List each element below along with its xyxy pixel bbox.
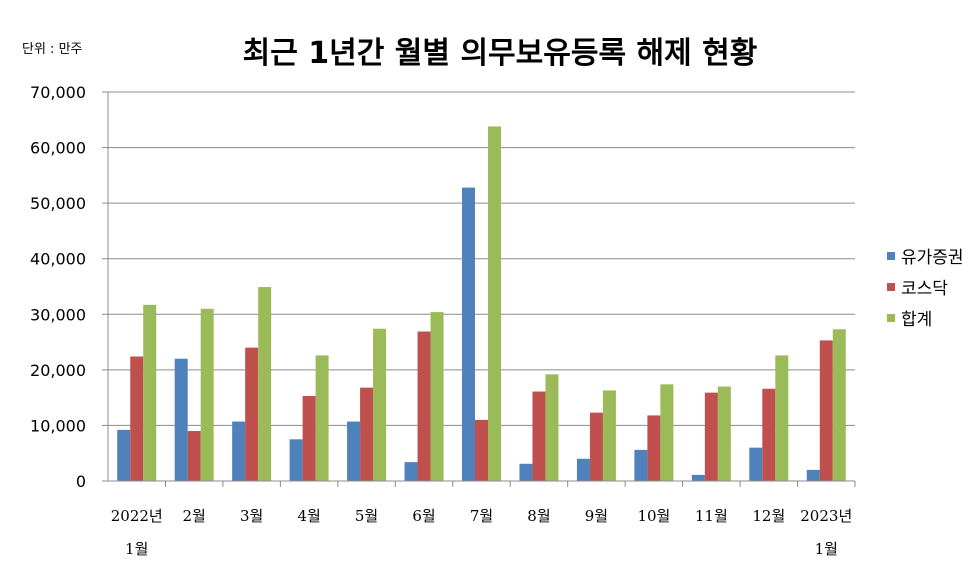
x-tick-label: 8월 xyxy=(527,507,550,525)
bar xyxy=(762,388,776,481)
bar xyxy=(660,384,674,481)
y-tick-label: 70,000 xyxy=(30,83,86,102)
x-tick-label: 11월 xyxy=(695,507,728,525)
bar xyxy=(576,458,590,481)
x-tick-label: 5월 xyxy=(355,507,378,525)
bar xyxy=(430,312,444,481)
bar xyxy=(488,126,501,481)
y-tick-label: 60,000 xyxy=(30,139,86,158)
x-tick-label: 1월 xyxy=(815,540,838,558)
bar xyxy=(749,447,763,481)
y-tick-label: 0 xyxy=(76,472,86,491)
y-tick-label: 10,000 xyxy=(30,416,86,435)
bar xyxy=(360,387,374,481)
bar xyxy=(404,462,418,481)
bar xyxy=(832,329,846,481)
x-tick-label: 3월 xyxy=(240,507,263,525)
unit-note: 단위 : 만주 xyxy=(22,42,83,57)
y-tick-label: 20,000 xyxy=(30,361,86,380)
bar xyxy=(258,287,272,481)
bar xyxy=(417,331,431,481)
bar xyxy=(589,412,603,481)
bar xyxy=(819,340,833,481)
x-tick-label: 1월 xyxy=(125,540,148,558)
bar xyxy=(647,415,661,481)
bar xyxy=(519,463,533,481)
bar xyxy=(117,429,131,481)
x-tick-label: 9월 xyxy=(585,507,608,525)
bar xyxy=(775,355,789,481)
chart-title: 최근 1년간 월별 의무보유등록 해제 현황 xyxy=(242,36,758,71)
bar xyxy=(602,390,616,481)
bar xyxy=(245,347,259,481)
x-tick-label: 12월 xyxy=(752,507,785,525)
x-tick-label: 10월 xyxy=(637,507,670,525)
bar xyxy=(634,449,648,481)
axis-layer: 0 10,000 20,000 30,000 40,000 50,000 60,000 70,… xyxy=(30,83,856,558)
bar xyxy=(187,430,201,481)
bar xyxy=(532,391,546,481)
x-tick-label: 6월 xyxy=(412,507,435,525)
legend-label: 코스닥 xyxy=(901,279,948,299)
bar xyxy=(462,187,475,481)
bar xyxy=(691,474,705,481)
legend-swatch xyxy=(887,283,895,291)
bar xyxy=(130,356,144,481)
bar xyxy=(200,308,214,481)
x-tick-label: 4월 xyxy=(297,507,320,525)
y-tick-label: 30,000 xyxy=(30,305,86,324)
bar xyxy=(806,469,820,481)
bar xyxy=(373,328,387,481)
bar xyxy=(174,358,188,481)
bar xyxy=(347,421,361,481)
bar xyxy=(717,386,731,481)
bar xyxy=(315,355,329,481)
bar xyxy=(704,392,718,481)
y-tick-label: 50,000 xyxy=(30,194,86,213)
y-tick-label: 40,000 xyxy=(30,250,86,269)
legend-swatch xyxy=(887,252,895,260)
x-tick-label: 2월 xyxy=(183,507,206,525)
x-tick-label: 2023년 xyxy=(800,507,852,525)
bar xyxy=(143,304,157,481)
bars-layer xyxy=(117,126,846,481)
x-tick-label: 7월 xyxy=(470,507,493,525)
grid-layer xyxy=(108,91,855,426)
bar xyxy=(232,421,246,481)
legend-label: 유가증권 xyxy=(901,248,964,268)
bar xyxy=(545,374,559,481)
bar xyxy=(475,419,488,481)
legend-swatch xyxy=(887,314,895,322)
x-tick-label: 2022년 xyxy=(111,507,163,525)
bar xyxy=(289,439,303,481)
bar xyxy=(302,395,316,481)
legend-label: 합계 xyxy=(901,310,932,330)
